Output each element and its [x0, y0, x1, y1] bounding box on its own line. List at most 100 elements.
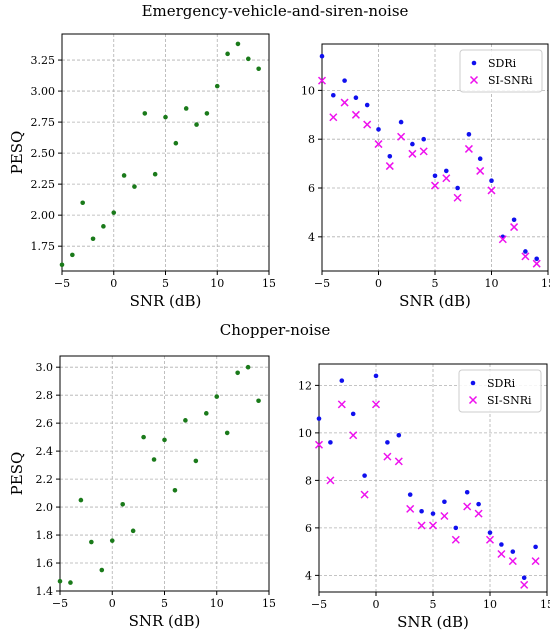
data-point — [353, 95, 359, 100]
data-point — [57, 578, 63, 584]
x-marker-stroke — [394, 457, 403, 466]
data-point — [521, 575, 527, 581]
x-marker-stroke — [408, 149, 417, 158]
data-point — [432, 173, 438, 179]
y-tick-label: 1.6 — [36, 557, 54, 570]
data-point — [430, 511, 436, 516]
data-point — [235, 41, 241, 47]
x-tick-label: 5 — [432, 277, 439, 290]
x-tick-label: 5 — [162, 277, 169, 290]
y-tick-label: 2.2 — [36, 473, 54, 486]
x-marker-stroke — [385, 162, 394, 171]
data-point-x-marker — [371, 400, 381, 409]
data-point-x-marker — [510, 223, 519, 232]
data-point — [68, 580, 73, 585]
data-point-x-marker — [363, 120, 372, 129]
data-point-x-marker — [360, 490, 369, 499]
x-marker-stroke — [508, 557, 517, 566]
legend-marker — [469, 75, 479, 85]
data-point — [477, 156, 483, 162]
x-tick-label: 10 — [210, 277, 224, 290]
y-tick-label: 6 — [305, 522, 312, 535]
data-point — [109, 538, 115, 543]
x-marker-stroke — [521, 252, 530, 261]
data-point — [373, 373, 379, 379]
x-marker-stroke — [440, 511, 449, 521]
data-point-x-marker — [464, 144, 473, 153]
y-tick-label: 4 — [305, 569, 312, 582]
x-marker-stroke — [487, 186, 496, 195]
y-tick-label: 1.75 — [31, 240, 56, 253]
data-point-x-marker — [406, 504, 415, 513]
legend-marker — [470, 380, 476, 386]
x-marker-stroke — [430, 181, 440, 190]
data-point-x-marker — [385, 162, 394, 171]
x-marker-stroke — [510, 223, 519, 232]
data-point — [339, 378, 345, 383]
data-point — [142, 111, 148, 116]
y-tick-label: 3.0 — [36, 361, 54, 374]
x-tick-label: 0 — [109, 597, 116, 610]
y-axis-label: PESQ — [8, 131, 26, 175]
x-tick-label: 15 — [262, 277, 275, 290]
x-tick-label: 10 — [483, 598, 497, 611]
legend-label: SDRi — [487, 377, 516, 390]
x-tick-label: 15 — [541, 277, 550, 290]
y-tick-label: 4 — [308, 231, 315, 244]
data-point — [70, 252, 75, 258]
data-point — [342, 78, 347, 83]
data-point-x-marker — [521, 252, 530, 261]
data-point — [256, 398, 261, 404]
data-point — [328, 440, 333, 445]
legend-box — [458, 369, 542, 413]
data-point-x-marker — [417, 521, 426, 530]
x-tick-label: −5 — [311, 598, 327, 611]
data-point-x-marker — [337, 400, 346, 409]
x-marker-stroke — [326, 476, 335, 485]
x-tick-label: 5 — [430, 598, 437, 611]
data-point — [78, 497, 84, 503]
chart-chopper-sdri: −5 0 5 10 15 4 6 8 10 12 SNR (dB) SDRi SI-SNRi — [298, 363, 550, 630]
x-marker-stroke — [497, 549, 506, 559]
axes-frame — [318, 363, 548, 593]
x-tick-label: 10 — [210, 597, 224, 610]
x-marker-stroke — [329, 113, 338, 122]
data-point — [489, 178, 494, 183]
data-point — [533, 544, 538, 550]
x-marker-stroke — [463, 502, 472, 511]
data-point-x-marker — [326, 476, 335, 485]
y-tick-label: 2.4 — [36, 445, 54, 458]
x-marker-stroke — [314, 440, 324, 449]
data-point — [183, 418, 188, 423]
y-tick-label: 3.25 — [31, 54, 56, 67]
data-point — [331, 92, 336, 98]
data-point — [141, 434, 146, 440]
x-marker-stroke — [337, 400, 346, 409]
y-tick-label: 8 — [308, 133, 315, 146]
data-point-x-marker — [451, 535, 460, 544]
data-point — [442, 499, 447, 505]
data-point — [487, 530, 493, 535]
legend-label: SI-SNRi — [488, 74, 533, 87]
data-point-x-marker — [508, 557, 517, 566]
data-point — [235, 370, 240, 376]
x-marker-stroke — [498, 235, 507, 244]
data-point — [163, 114, 168, 120]
x-axis-label: SNR (dB) — [129, 612, 201, 630]
data-point-x-marker — [497, 549, 506, 559]
y-tick-label: 10 — [298, 427, 312, 440]
x-marker-stroke — [351, 110, 360, 119]
data-point — [214, 394, 220, 399]
data-point — [225, 51, 230, 57]
data-point-x-marker — [442, 174, 451, 183]
x-marker-stroke — [317, 76, 327, 85]
data-point — [246, 56, 251, 62]
data-point — [534, 256, 539, 262]
data-point-x-marker — [314, 440, 324, 449]
x-tick-label: 0 — [375, 277, 382, 290]
x-tick-label: −5 — [52, 597, 68, 610]
y-tick-label: 10 — [301, 84, 315, 97]
data-point — [476, 501, 481, 507]
data-point-x-marker — [408, 149, 417, 158]
data-point-x-marker — [329, 113, 338, 122]
